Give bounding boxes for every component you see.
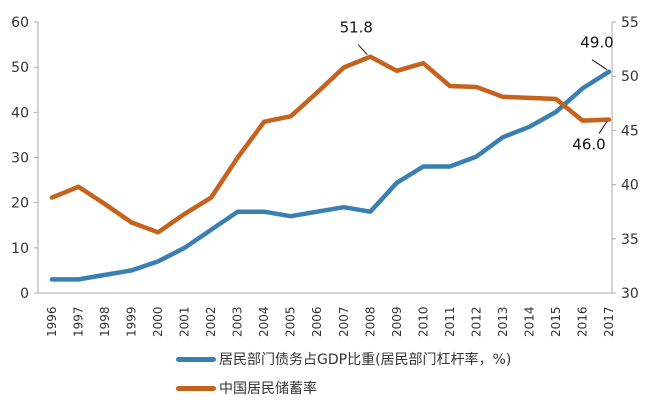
x-tick-label: 1996 [45,306,59,337]
right-tick-label: 30 [621,286,639,302]
left-tick-label: 60 [11,15,29,31]
right-tick-label: 35 [621,232,639,248]
annotation-label: 51.8 [340,19,373,37]
left-tick-label: 40 [11,105,29,121]
annotation-leader [598,121,608,134]
x-tick-label: 2013 [496,306,510,337]
x-tick-label: 2009 [390,306,404,337]
x-tick-label: 2002 [204,306,218,337]
annotation-leader [357,44,368,56]
x-tick-label: 2015 [549,306,563,337]
x-tick-label: 2012 [469,306,483,337]
series-line-1 [49,54,612,235]
left-tick-label: 30 [11,151,29,167]
series-line-0 [49,69,612,282]
x-tick-label: 1997 [72,306,86,337]
right-tick-label: 45 [621,123,639,139]
annotation-leader [591,59,608,71]
legend-swatch-debt [176,356,216,362]
x-tick-label: 1998 [98,306,112,337]
x-tick-label: 2017 [602,306,616,337]
left-tick-label: 10 [11,241,29,257]
legend-swatch-savings [176,385,216,391]
x-tick-label: 2006 [310,306,324,337]
left-tick-label: 20 [11,196,29,212]
x-tick-label: 2003 [231,306,245,337]
annotation-label: 46.0 [572,136,605,154]
chart: 0 10 20 30 40 50 60 30 35 40 45 50 55 1996 1997 1998 199… [11,15,639,337]
x-tick-label: 2014 [522,306,536,337]
x-tick-label: 2004 [257,306,271,337]
x-tick-label: 2001 [178,306,192,337]
x-tick-label: 2000 [151,306,165,337]
legend-item-savings: 中国居民储蓄率 [176,378,317,398]
legend-item-debt: 居民部门债务占GDP比重(居民部门杠杆率，%) [176,349,511,369]
x-tick-label: 2016 [575,306,589,337]
x-tick-label: 1999 [125,306,139,337]
right-tick-label: 55 [621,15,639,31]
right-tick-label: 50 [621,69,639,85]
left-tick-label: 50 [11,60,29,76]
x-tick-label: 2007 [337,306,351,337]
legend-label-debt: 居民部门债务占GDP比重(居民部门杠杆率，%) [219,352,512,368]
right-tick-label: 40 [621,178,639,194]
x-tick-label: 2008 [363,306,377,337]
legend-label-savings: 中国居民储蓄率 [219,381,317,397]
x-tick-label: 2010 [416,306,430,337]
x-tick-label: 2011 [443,306,457,337]
x-tick-label: 2005 [284,306,298,337]
left-tick-label: 0 [20,286,29,302]
annotation-label: 49.0 [580,34,613,52]
